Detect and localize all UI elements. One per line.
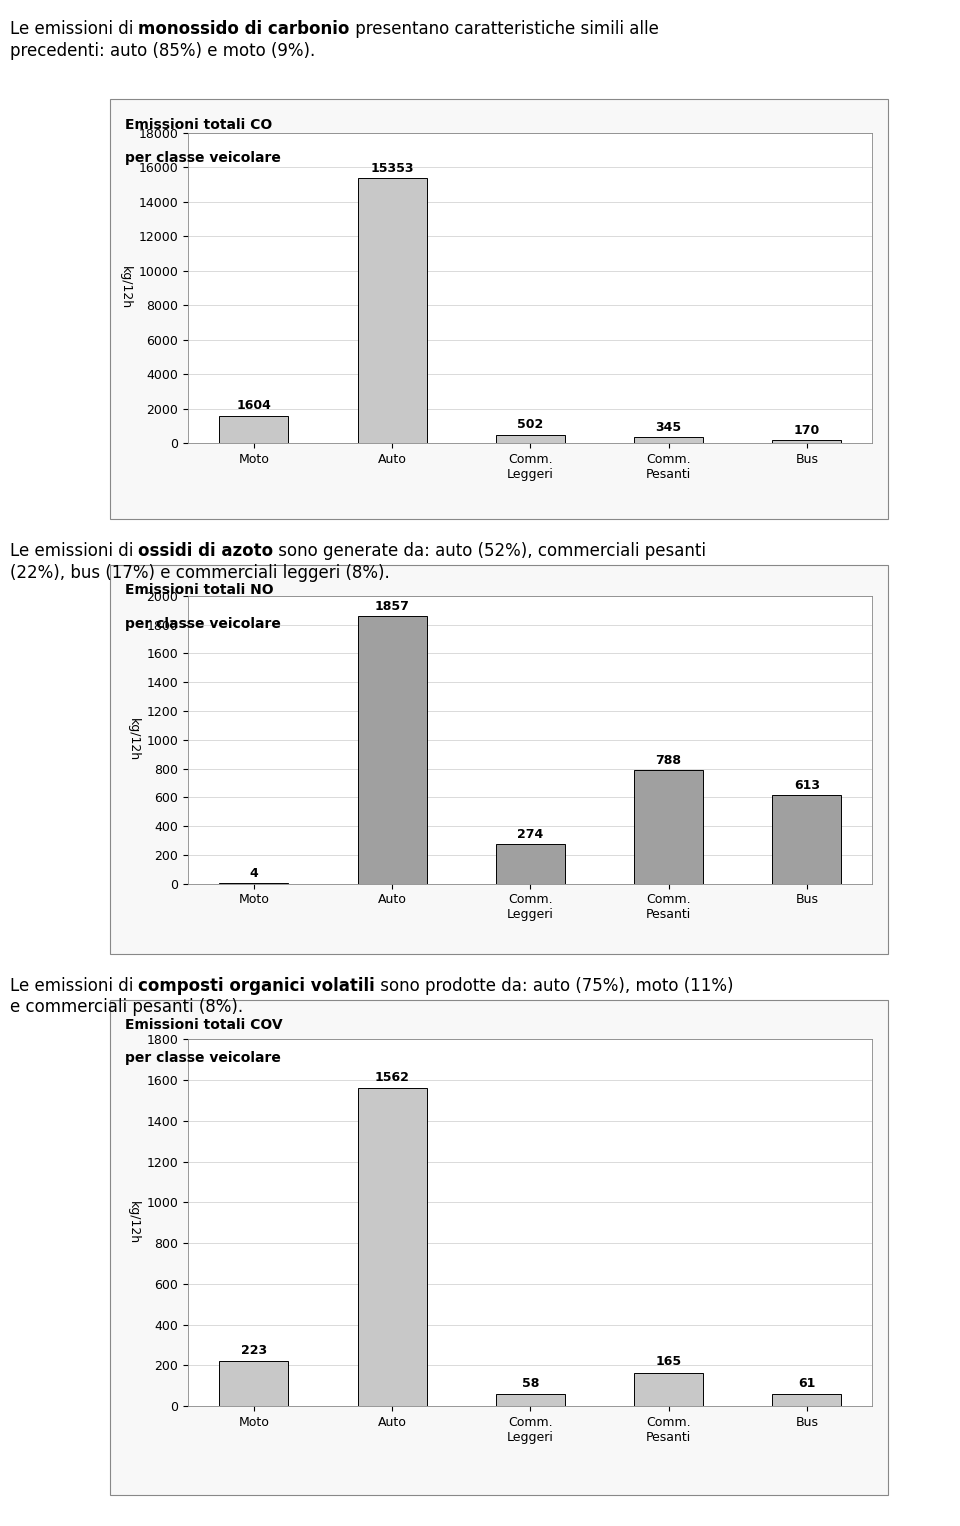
Text: 502: 502 — [517, 418, 543, 432]
Bar — [772, 795, 841, 884]
Bar — [357, 179, 426, 443]
Text: ossidi di azoto: ossidi di azoto — [138, 542, 274, 560]
Text: Emissioni totali COV: Emissioni totali COV — [125, 1018, 282, 1032]
Text: 1562: 1562 — [374, 1071, 410, 1083]
Text: 1857: 1857 — [374, 600, 410, 613]
Bar — [634, 1372, 703, 1407]
Text: monossido di carbonio: monossido di carbonio — [138, 20, 349, 38]
Text: 1604: 1604 — [236, 400, 272, 412]
Text: 15353: 15353 — [371, 162, 414, 175]
Text: 170: 170 — [794, 424, 820, 436]
Text: per classe veicolare: per classe veicolare — [125, 1051, 280, 1065]
Text: 165: 165 — [656, 1355, 682, 1369]
Text: e commerciali pesanti (8%).: e commerciali pesanti (8%). — [10, 998, 243, 1016]
Text: 61: 61 — [798, 1376, 815, 1390]
Text: Le emissioni di: Le emissioni di — [10, 977, 138, 995]
Text: sono generate da: auto (52%), commerciali pesanti: sono generate da: auto (52%), commercial… — [274, 542, 707, 560]
Bar — [495, 1395, 564, 1407]
Text: sono prodotte da: auto (75%), moto (11%): sono prodotte da: auto (75%), moto (11%) — [375, 977, 733, 995]
Text: Emissioni totali NO: Emissioni totali NO — [125, 583, 274, 597]
Bar — [357, 617, 426, 884]
Text: presentano caratteristiche simili alle: presentano caratteristiche simili alle — [349, 20, 659, 38]
Y-axis label: kg/12h: kg/12h — [127, 1201, 140, 1244]
Text: 345: 345 — [656, 421, 682, 433]
Text: composti organici volatili: composti organici volatili — [138, 977, 375, 995]
Text: 274: 274 — [517, 827, 543, 841]
Text: 58: 58 — [521, 1378, 539, 1390]
Y-axis label: kg/12h: kg/12h — [127, 719, 140, 761]
Text: per classe veicolare: per classe veicolare — [125, 617, 280, 630]
Text: Le emissioni di: Le emissioni di — [10, 542, 138, 560]
Text: precedenti: auto (85%) e moto (9%).: precedenti: auto (85%) e moto (9%). — [10, 41, 315, 60]
Text: Le emissioni di: Le emissioni di — [10, 20, 138, 38]
Bar — [634, 771, 703, 884]
Text: 788: 788 — [656, 754, 682, 766]
Bar — [495, 844, 564, 884]
Bar — [219, 415, 288, 443]
Text: 613: 613 — [794, 778, 820, 792]
Text: per classe veicolare: per classe veicolare — [125, 151, 280, 165]
Bar — [219, 1361, 288, 1407]
Text: 223: 223 — [241, 1344, 267, 1357]
Bar — [772, 441, 841, 443]
Text: 4: 4 — [250, 867, 258, 879]
Bar — [495, 435, 564, 443]
Y-axis label: kg/12h: kg/12h — [119, 267, 132, 310]
Text: (22%), bus (17%) e commerciali leggeri (8%).: (22%), bus (17%) e commerciali leggeri (… — [10, 563, 390, 581]
Bar — [357, 1088, 426, 1407]
Bar — [772, 1393, 841, 1407]
Text: Emissioni totali CO: Emissioni totali CO — [125, 118, 272, 131]
Bar — [634, 438, 703, 443]
